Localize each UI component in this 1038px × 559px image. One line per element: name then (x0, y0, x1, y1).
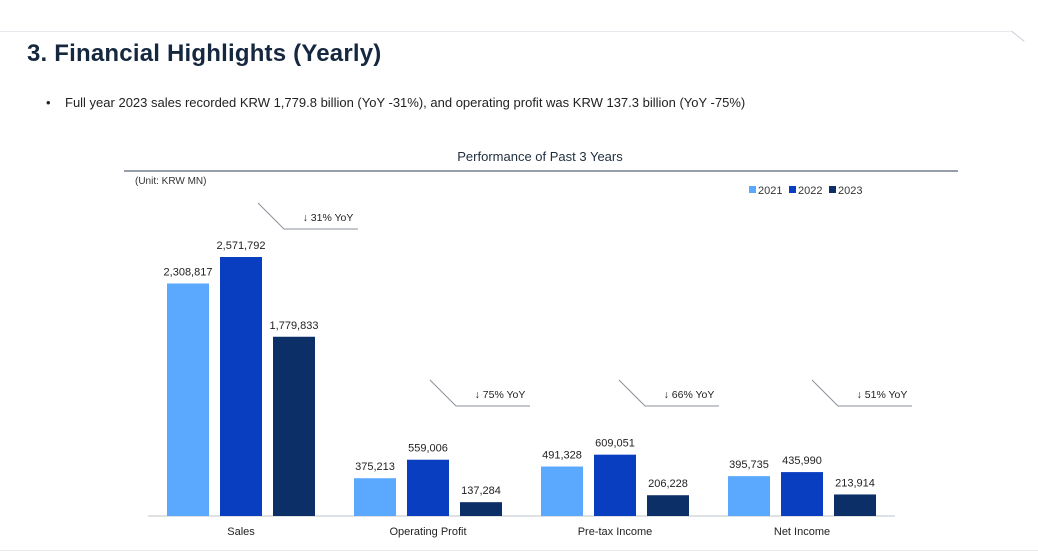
legend-label-2022: 2022 (798, 185, 822, 197)
bullet-marker: • (46, 95, 51, 110)
yoy-annotation-3: ↓ 51% YoY (857, 389, 908, 401)
bar-2022-2 (594, 454, 636, 516)
category-label-1: Operating Profit (389, 526, 466, 538)
value-label-2021-1: 375,213 (355, 461, 395, 473)
value-label-2023-1: 137,284 (461, 485, 501, 497)
legend-swatch-2021 (749, 186, 756, 193)
bar-2022-0 (220, 257, 262, 516)
yoy-annotation-0: ↓ 31% YoY (303, 212, 354, 224)
value-label-2022-3: 435,990 (782, 455, 822, 467)
value-label-2022-1: 559,006 (408, 443, 448, 455)
legend-label-2021: 2021 (758, 185, 782, 197)
value-label-2022-0: 2,571,792 (217, 240, 266, 252)
legend-swatch-2023 (829, 186, 836, 193)
value-label-2021-3: 395,735 (729, 459, 769, 471)
category-label-2: Pre-tax Income (578, 526, 653, 538)
unit-label: (Unit: KRW MN) (135, 176, 206, 187)
bar-2021-0 (167, 283, 209, 516)
category-label-3: Net Income (774, 526, 830, 538)
page-title: 3. Financial Highlights (Yearly) (27, 40, 382, 67)
bar-2021-1 (354, 478, 396, 516)
yoy-callout-line-2 (618, 379, 719, 407)
yoy-callout-line-1 (429, 379, 530, 407)
yoy-callout-line-3 (811, 379, 912, 407)
bar-2022-3 (781, 472, 823, 516)
yoy-annotation-1: ↓ 75% YoY (475, 389, 526, 401)
legend-label-2023: 2023 (838, 185, 862, 197)
summary-bullet: Full year 2023 sales recorded KRW 1,779.… (65, 95, 746, 110)
yoy-annotation-2: ↓ 66% YoY (664, 389, 715, 401)
bar-2021-3 (728, 476, 770, 516)
category-label-0: Sales (227, 526, 255, 538)
bottom-divider (0, 550, 1038, 551)
value-label-2023-2: 206,228 (648, 478, 688, 490)
bar-2023-3 (834, 494, 876, 516)
chart-title: Performance of Past 3 Years (457, 149, 623, 164)
yoy-callout-line-0 (257, 202, 358, 230)
bar-2022-1 (407, 459, 449, 516)
value-label-2021-2: 491,328 (542, 450, 582, 462)
value-label-2022-2: 609,051 (595, 438, 635, 450)
bar-2023-1 (460, 502, 502, 516)
top-divider (0, 31, 1013, 32)
value-label-2023-0: 1,779,833 (270, 320, 319, 332)
legend-swatch-2022 (789, 186, 796, 193)
bar-2021-2 (541, 466, 583, 516)
value-label-2023-3: 213,914 (835, 477, 875, 489)
bar-2023-2 (647, 495, 689, 516)
bar-2023-0 (273, 336, 315, 516)
value-label-2021-0: 2,308,817 (164, 266, 213, 278)
